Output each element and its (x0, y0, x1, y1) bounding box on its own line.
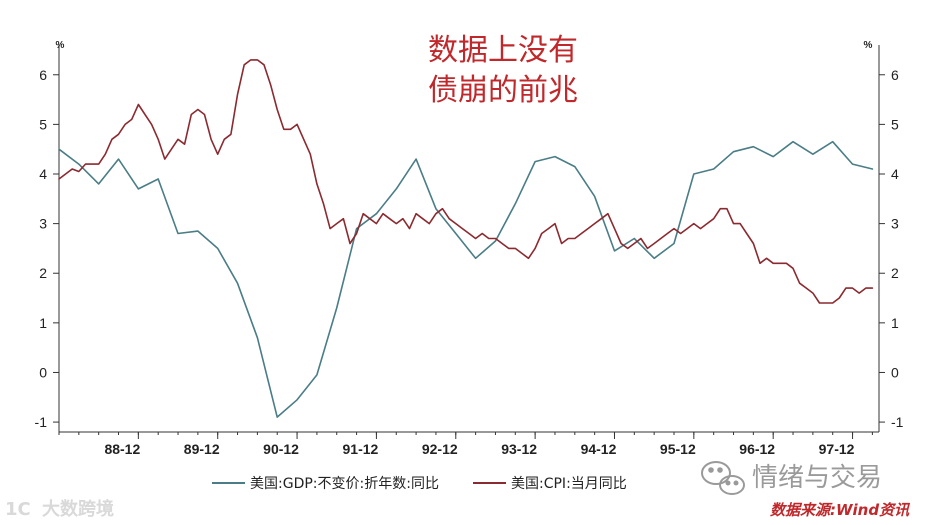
x-tick-label: 89-12 (184, 441, 220, 457)
plot-frame (58, 45, 880, 433)
y-tick-label-left: 2 (39, 265, 47, 281)
x-tick-label: 91-12 (343, 441, 379, 457)
x-tick-label: 93-12 (501, 441, 537, 457)
bottom-left-watermark: 1C 大数跨境 (5, 498, 114, 520)
wechat-icon (701, 461, 745, 495)
series-line-cpi (58, 59, 874, 304)
y-axis-left: -1 0 1 2 3 4 5 6 (35, 67, 59, 430)
y-tick-label-right: 0 (891, 364, 899, 380)
bottom-left-watermark-text: 大数跨境 (42, 498, 114, 520)
y-tick-label-right: 2 (891, 265, 899, 281)
y-unit-right: % (864, 40, 873, 51)
y-tick-label-left: 6 (39, 67, 47, 83)
wechat-watermark: 情绪与交易 (701, 461, 882, 495)
x-axis: 88-12 89-12 90-12 91-12 92-12 93-12 94-12 95-12… (58, 432, 873, 457)
y-tick-label-left: -1 (35, 414, 48, 430)
wechat-account-name: 情绪与交易 (752, 463, 882, 493)
data-source: 数据来源:Wind资讯 (770, 501, 910, 519)
y-unit-left: % (56, 40, 65, 51)
legend-label-cpi: 美国:CPI:当月同比 (511, 476, 627, 492)
series-line-gdp (58, 140, 874, 418)
series-layer (58, 59, 874, 418)
x-tick-label: 95-12 (660, 441, 696, 457)
y-tick-label-right: 6 (891, 67, 899, 83)
y-tick-label-right: 5 (891, 116, 899, 132)
y-tick-label-right: -1 (891, 414, 904, 430)
legend-label-gdp: 美国:GDP:不变价:折年数:同比 (250, 476, 439, 492)
bottom-left-watermark-logo: 1C (5, 499, 31, 520)
y-tick-label-left: 0 (39, 364, 47, 380)
annotation-line-1: 数据上没有 (428, 33, 578, 68)
x-tick-label: 96-12 (739, 441, 775, 457)
y-tick-label-left: 5 (39, 116, 47, 132)
x-tick-label: 97-12 (819, 441, 855, 457)
y-tick-label-left: 3 (39, 216, 47, 232)
x-tick-label: 88-12 (104, 441, 140, 457)
y-tick-label-left: 1 (39, 315, 47, 331)
y-tick-label-left: 4 (39, 166, 47, 182)
x-tick-label: 92-12 (422, 441, 458, 457)
annotation-line-2: 债崩的前兆 (428, 73, 578, 108)
y-axis-right: -1 0 1 2 3 4 5 6 (879, 67, 904, 430)
y-tick-label-right: 3 (891, 216, 899, 232)
y-tick-label-right: 4 (891, 166, 899, 182)
y-tick-label-right: 1 (891, 315, 899, 331)
x-tick-label: 90-12 (263, 441, 299, 457)
legend: 美国:GDP:不变价:折年数:同比 美国:CPI:当月同比 (212, 476, 627, 492)
x-tick-label: 94-12 (581, 441, 617, 457)
